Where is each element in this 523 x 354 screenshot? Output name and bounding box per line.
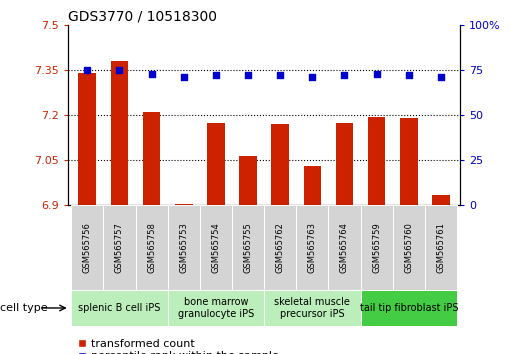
Text: bone marrow
granulocyte iPS: bone marrow granulocyte iPS <box>178 297 254 319</box>
Point <box>308 74 316 80</box>
Text: GSM565763: GSM565763 <box>308 222 317 273</box>
Bar <box>425 205 457 290</box>
Point <box>340 73 349 78</box>
Text: GSM565762: GSM565762 <box>276 222 285 273</box>
Bar <box>71 290 168 326</box>
Bar <box>271 124 289 205</box>
Point <box>244 73 252 78</box>
Point <box>437 74 445 80</box>
Bar <box>296 205 328 290</box>
Text: GSM565760: GSM565760 <box>404 222 413 273</box>
Bar <box>200 205 232 290</box>
Bar <box>207 122 225 205</box>
Text: GSM565756: GSM565756 <box>83 222 92 273</box>
Bar <box>400 118 418 205</box>
Point <box>212 73 220 78</box>
Text: tail tip fibroblast iPS: tail tip fibroblast iPS <box>359 303 458 313</box>
Legend: transformed count, percentile rank within the sample: transformed count, percentile rank withi… <box>74 335 283 354</box>
Text: GSM565755: GSM565755 <box>244 222 253 273</box>
Bar <box>264 290 360 326</box>
Bar <box>264 205 296 290</box>
Point <box>83 67 92 73</box>
Bar <box>143 112 161 205</box>
Point <box>179 74 188 80</box>
Bar <box>239 156 257 205</box>
Bar <box>368 116 385 205</box>
Bar <box>232 205 264 290</box>
Bar <box>168 205 200 290</box>
Bar <box>71 205 104 290</box>
Text: GDS3770 / 10518300: GDS3770 / 10518300 <box>68 10 217 24</box>
Bar <box>175 204 192 205</box>
Text: GSM565758: GSM565758 <box>147 222 156 273</box>
Text: GSM565757: GSM565757 <box>115 222 124 273</box>
Bar <box>168 290 264 326</box>
Bar <box>432 195 450 205</box>
Bar <box>360 205 393 290</box>
Bar <box>110 61 128 205</box>
Text: GSM565761: GSM565761 <box>437 222 446 273</box>
Text: GSM565753: GSM565753 <box>179 222 188 273</box>
Text: splenic B cell iPS: splenic B cell iPS <box>78 303 161 313</box>
Bar <box>336 122 354 205</box>
Bar <box>393 205 425 290</box>
Point <box>276 73 285 78</box>
Point <box>115 67 123 73</box>
Bar <box>328 205 360 290</box>
Text: GSM565764: GSM565764 <box>340 222 349 273</box>
Bar <box>104 205 135 290</box>
Point <box>405 73 413 78</box>
Bar <box>303 166 321 205</box>
Bar <box>78 73 96 205</box>
Point <box>372 71 381 76</box>
Point <box>147 71 156 76</box>
Text: GSM565759: GSM565759 <box>372 222 381 273</box>
Bar <box>135 205 168 290</box>
Text: cell type: cell type <box>0 303 48 313</box>
Text: skeletal muscle
precursor iPS: skeletal muscle precursor iPS <box>275 297 350 319</box>
Bar <box>360 290 457 326</box>
Text: GSM565754: GSM565754 <box>211 222 220 273</box>
